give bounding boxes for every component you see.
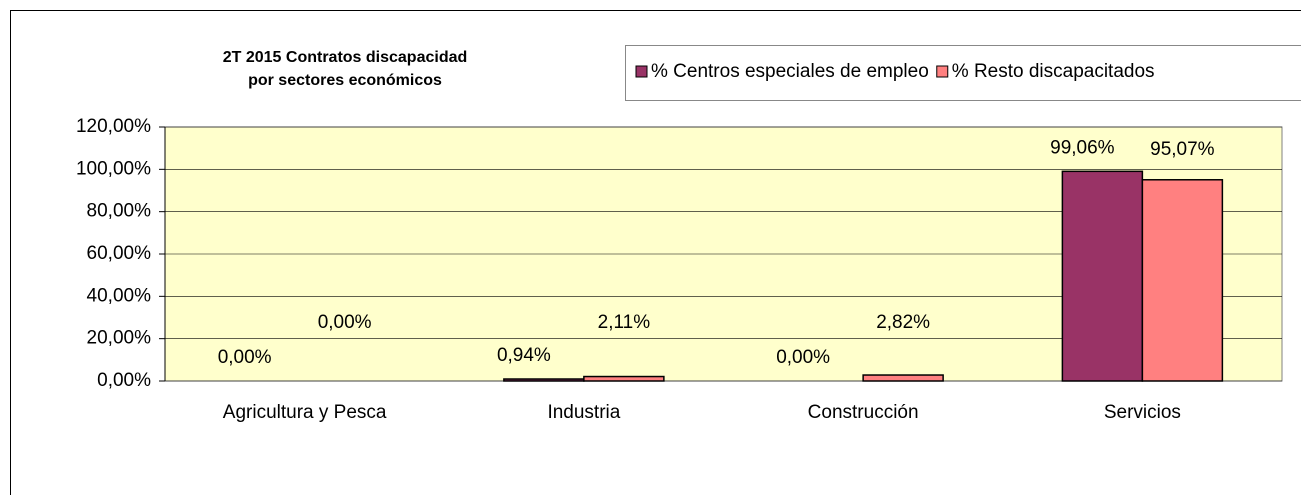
y-tick-label: 40,00% xyxy=(87,285,152,306)
chart-title: 2T 2015 Contratos discapacidad xyxy=(223,49,468,66)
legend-label: % Resto discapacitados xyxy=(952,61,1155,82)
data-label: 0,00% xyxy=(218,347,272,368)
y-tick-label: 0,00% xyxy=(97,370,151,391)
bar xyxy=(583,375,665,382)
legend-box xyxy=(625,45,1301,101)
data-label: 0,94% xyxy=(497,345,551,366)
data-label: 95,07% xyxy=(1150,139,1215,160)
data-label: 0,00% xyxy=(318,312,372,333)
legend-swatch xyxy=(936,65,949,78)
x-tick-label: Construcción xyxy=(808,402,919,423)
bar xyxy=(1061,170,1144,382)
bar xyxy=(862,374,944,382)
x-tick-label: Agricultura y Pesca xyxy=(223,402,387,423)
y-tick-label: 100,00% xyxy=(76,158,151,179)
data-label: 99,06% xyxy=(1050,137,1115,158)
data-label: 0,00% xyxy=(776,347,830,368)
y-tick-label: 120,00% xyxy=(76,116,151,137)
y-tick-label: 80,00% xyxy=(87,201,152,222)
chart-title: por sectores económicos xyxy=(248,72,442,89)
y-tick-label: 60,00% xyxy=(87,243,152,264)
bar xyxy=(1141,179,1224,382)
bar xyxy=(503,378,585,382)
legend-swatch xyxy=(635,65,648,78)
x-tick-label: Industria xyxy=(547,402,620,423)
x-tick-label: Servicios xyxy=(1104,402,1181,423)
data-label: 2,11% xyxy=(598,312,651,333)
y-tick-label: 20,00% xyxy=(87,328,152,349)
legend-label: % Centros especiales de empleo xyxy=(651,61,929,82)
data-label: 2,82% xyxy=(876,312,930,333)
